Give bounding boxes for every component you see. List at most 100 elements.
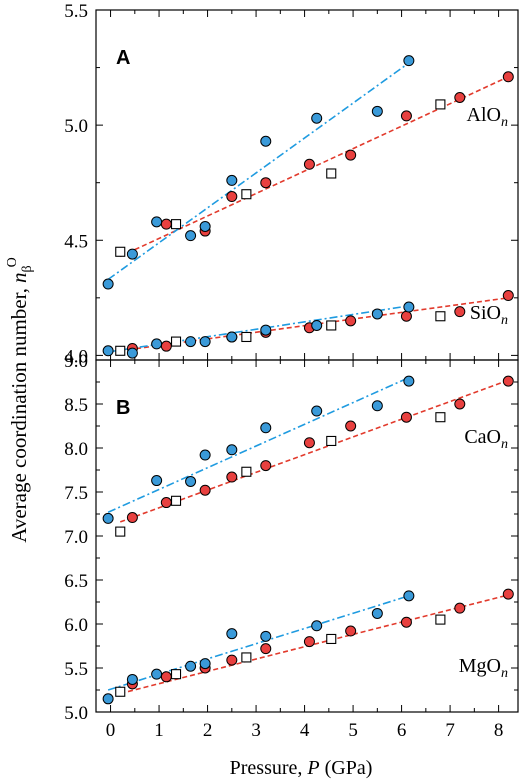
blue-marker — [151, 338, 163, 350]
red-marker — [303, 636, 315, 648]
red-marker — [400, 110, 412, 122]
square-marker — [115, 246, 126, 257]
plot-frame — [95, 359, 519, 713]
panel-a: 4.0 4.5 5.0 5.5 A AlOn SiOn — [64, 1, 519, 367]
blue-marker — [311, 112, 323, 124]
square-marker — [241, 331, 252, 343]
blue-marker — [371, 105, 383, 117]
blue-marker — [126, 347, 138, 359]
blue-marker — [371, 400, 383, 412]
red-marker — [502, 71, 514, 83]
square-marker — [241, 466, 252, 477]
square-marker — [170, 669, 182, 680]
y-tick-label: 4.0 — [64, 346, 88, 367]
red-marker — [260, 177, 272, 189]
red-marker — [454, 92, 466, 103]
series-group-alo: AlOn — [102, 55, 514, 290]
red-marker — [400, 310, 412, 322]
blue-marker — [151, 475, 163, 487]
y-tick-label: 5.5 — [64, 1, 88, 22]
red-marker — [226, 471, 238, 483]
square-marker — [170, 336, 182, 347]
x-tick-label: 1 — [154, 720, 164, 741]
plot-frame — [95, 9, 519, 361]
square-marker — [241, 652, 252, 663]
x-tick-label: 3 — [251, 720, 261, 741]
blue-marker — [403, 301, 415, 313]
y-tick-label: 6.0 — [64, 615, 88, 636]
blue-marker — [260, 324, 272, 336]
blue-marker — [126, 673, 138, 685]
series-label: MgOn — [459, 655, 508, 681]
red-fit-line — [120, 594, 509, 695]
blue-marker — [102, 345, 114, 357]
series-label: CaOn — [464, 426, 508, 452]
red-marker — [454, 602, 466, 614]
blue-marker — [185, 475, 197, 487]
red-marker — [454, 306, 466, 318]
red-marker — [226, 654, 238, 666]
x-tick-label: 4 — [300, 720, 310, 741]
y-tick-label: 5.0 — [64, 703, 88, 724]
square-marker — [170, 495, 182, 506]
blue-marker — [199, 220, 211, 232]
blue-marker — [260, 630, 272, 642]
red-marker — [160, 671, 172, 683]
blue-marker — [199, 449, 211, 461]
red-marker — [345, 420, 357, 432]
panel-b: 5.0 5.5 6.0 6.5 7.0 7.5 8.0 8.5 9.0 0 1 2 3 4 5 6 7 8 B CaO… — [64, 351, 519, 741]
x-axis-label: Pressure, P (GPa) — [230, 757, 373, 779]
square-marker — [115, 526, 126, 537]
red-marker — [260, 643, 272, 655]
blue-marker — [102, 512, 114, 524]
red-marker — [502, 375, 514, 387]
x-tick-label: 5 — [348, 720, 358, 741]
square-marker — [435, 311, 446, 322]
blue-marker — [226, 444, 238, 456]
y-tick-label: 7.5 — [64, 483, 88, 504]
square-marker — [326, 633, 337, 645]
blue-marker — [185, 336, 197, 348]
square-marker — [326, 168, 337, 179]
red-marker — [160, 497, 172, 509]
blue-marker — [311, 405, 323, 417]
blue-marker — [403, 375, 415, 387]
red-marker — [345, 315, 357, 327]
square-marker — [435, 99, 446, 110]
red-marker — [303, 437, 315, 449]
red-marker — [160, 340, 172, 352]
red-fit-line — [119, 379, 509, 523]
square-marker — [115, 345, 126, 356]
y-tick-label: 5.5 — [64, 659, 88, 680]
blue-marker — [311, 620, 323, 632]
red-marker — [502, 588, 514, 600]
series-group-sio: SiOn — [102, 290, 514, 359]
square-marker — [326, 320, 337, 331]
blue-marker — [226, 174, 238, 186]
y-tick-label: 4.5 — [64, 231, 88, 252]
blue-fit-line — [107, 62, 410, 281]
red-marker — [303, 158, 315, 170]
blue-marker — [151, 216, 163, 228]
square-marker — [326, 435, 337, 447]
blue-marker — [371, 308, 383, 320]
square-marker — [170, 219, 182, 230]
y-tick-label: 8.5 — [64, 395, 88, 416]
blue-marker — [185, 660, 197, 672]
panel-label: B — [116, 397, 130, 419]
y-tick-label: 9.0 — [64, 351, 88, 372]
y-axis-label: Average coordination number,nβO — [5, 257, 35, 543]
red-marker — [160, 218, 172, 230]
red-marker — [345, 149, 357, 161]
red-marker — [260, 460, 272, 472]
blue-marker — [199, 658, 211, 670]
red-marker — [454, 398, 466, 410]
red-marker — [226, 191, 238, 203]
square-marker — [435, 412, 446, 423]
series-label: SiOn — [470, 302, 508, 328]
blue-marker — [403, 55, 415, 67]
blue-marker — [403, 590, 415, 602]
series-group-cao: CaOn — [102, 375, 514, 537]
